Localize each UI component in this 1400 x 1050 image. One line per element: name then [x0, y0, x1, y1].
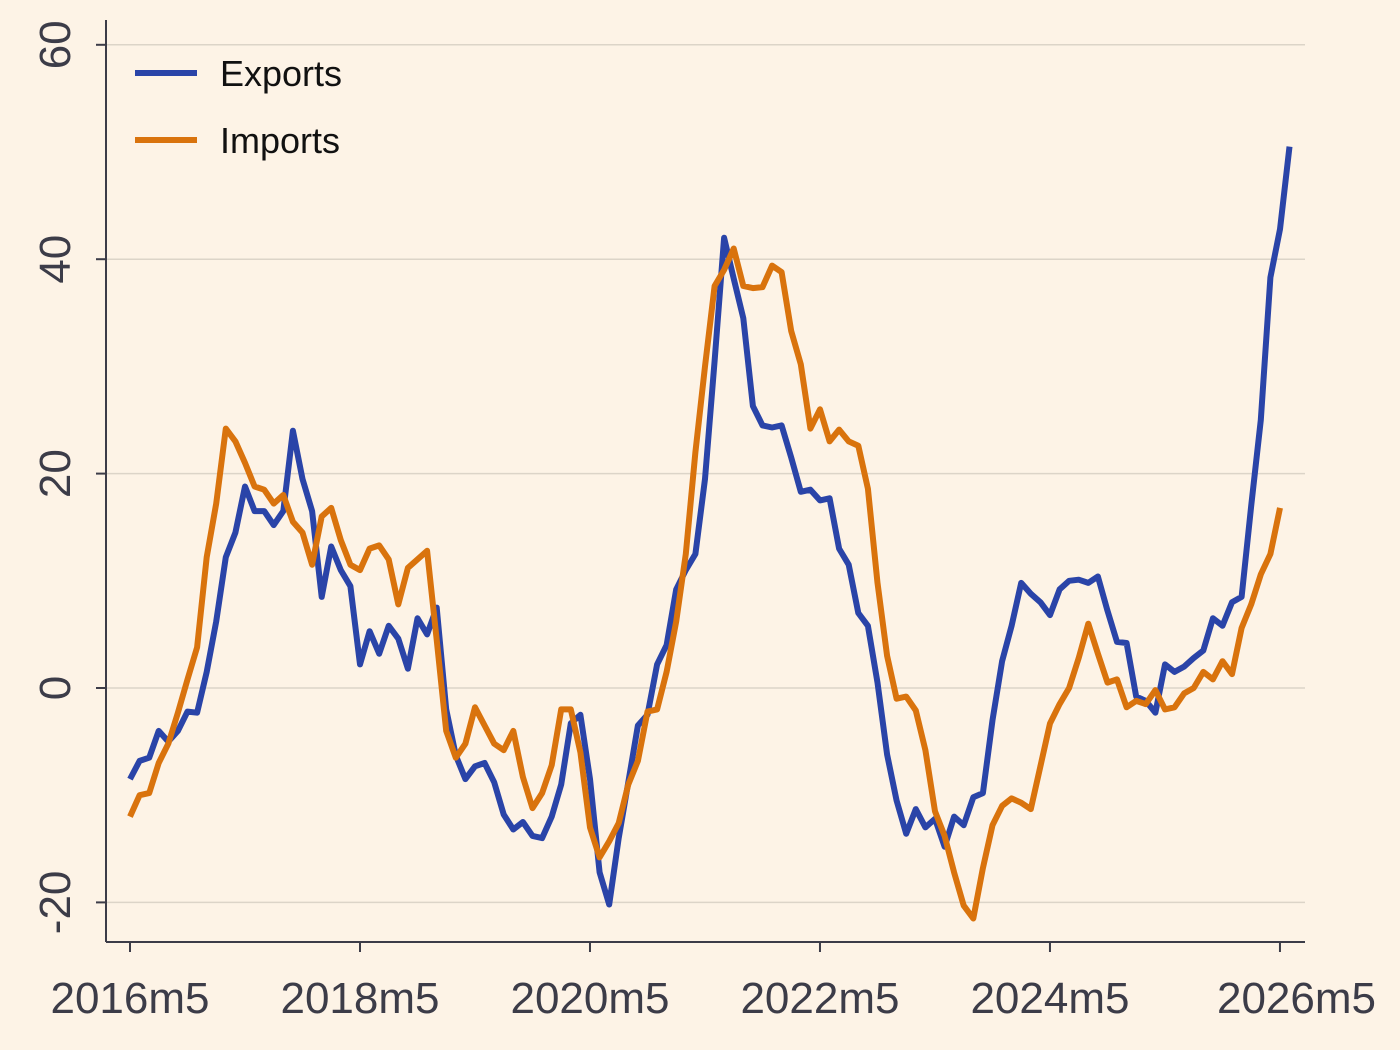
- y-tick-label-2: 20: [31, 449, 80, 498]
- x-tick-label-1: 2018m5: [280, 974, 439, 1023]
- y-tick-label-4: 60: [31, 20, 80, 69]
- legend-label-imports: Imports: [220, 120, 340, 161]
- legend: Exports Imports: [135, 53, 342, 161]
- x-tick-label-3: 2022m5: [740, 974, 899, 1023]
- series-lines: [127, 146, 1293, 922]
- x-tick-label-4: 2024m5: [970, 974, 1129, 1023]
- y-axis-ticks: -20 0 20 40 60: [31, 20, 106, 934]
- x-tick-label-5: 2026m5: [1217, 974, 1376, 1023]
- x-axis-ticks: 2016m5 2018m5 2020m5 2022m5 2024m5 2026m5: [50, 942, 1376, 1023]
- x-tick-label-2: 2020m5: [510, 974, 669, 1023]
- series-line-imports: [127, 245, 1283, 922]
- legend-label-exports: Exports: [220, 53, 342, 94]
- y-tick-label-3: 40: [31, 235, 80, 284]
- y-tick-label-0: -20: [31, 871, 80, 935]
- x-tick-label-0: 2016m5: [50, 974, 209, 1023]
- series-line-exports: [127, 146, 1293, 908]
- y-tick-label-1: 0: [31, 676, 80, 700]
